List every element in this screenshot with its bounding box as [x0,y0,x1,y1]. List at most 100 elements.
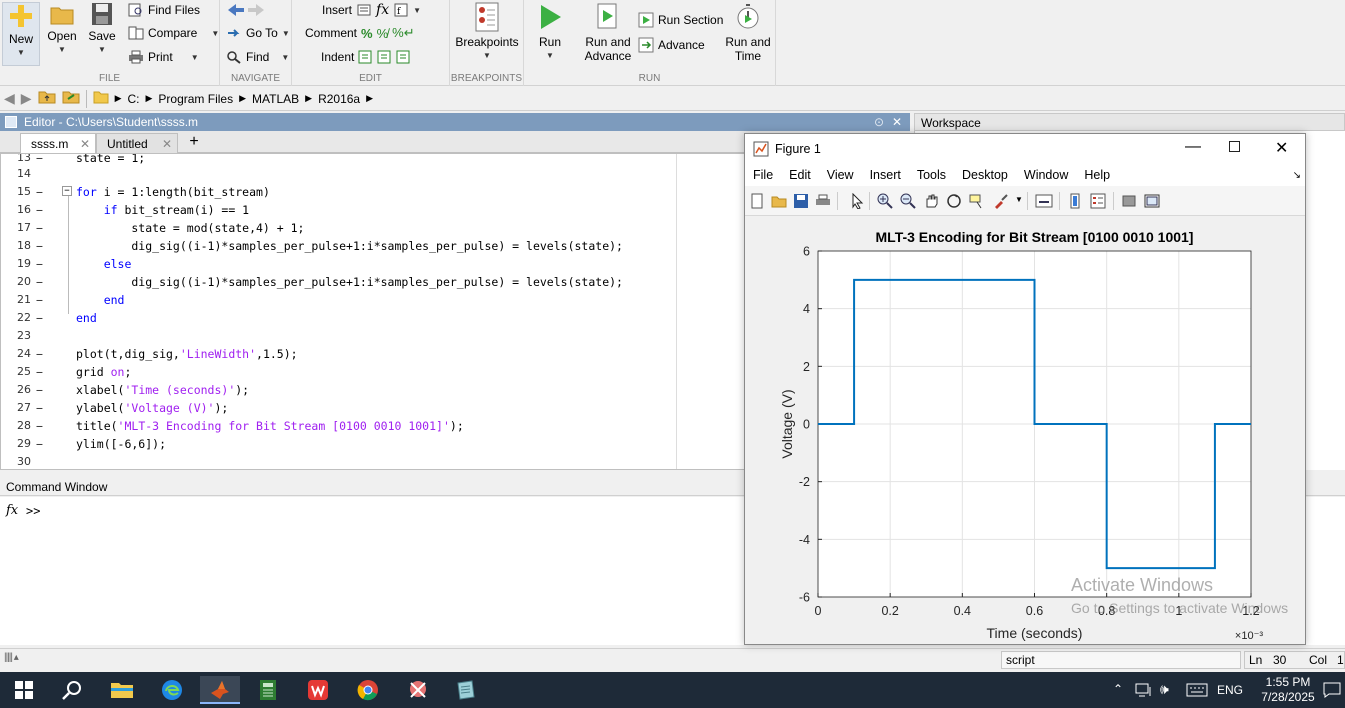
indent-button[interactable]: Indent [321,47,410,67]
zoom-out-icon[interactable] [900,193,916,209]
fold-toggle-icon[interactable]: − [62,186,72,196]
wrap-comments-icon[interactable]: %↵ [392,25,415,40]
taskbar-search-button[interactable] [52,676,92,704]
save-button[interactable]: Save ▼ [84,2,120,57]
breadcrumb-separator-icon: ▶ [145,93,153,103]
taskbar-calculator-app[interactable] [248,676,288,704]
menu-help[interactable]: Help [1084,168,1111,182]
up-folder-icon[interactable] [38,90,56,107]
find-button[interactable]: Find ▼ [226,47,289,67]
menu-view[interactable]: View [826,168,854,182]
chart[interactable]: 0 0.2 0.4 0.6 0.8 1 1.2 -6 -4 -2 0 2 4 6 MLT-3 Encodin… [745,217,1305,644]
go-to-button[interactable]: Go To ▼ [226,23,290,43]
back-forward-icon [228,4,264,16]
breadcrumb-folder[interactable]: MATLAB [252,91,300,106]
menu-insert[interactable]: Insert [869,168,901,182]
menu-file[interactable]: File [753,168,774,182]
indent-icons[interactable] [358,50,410,64]
maximize-icon[interactable] [1229,141,1240,152]
start-button[interactable] [4,676,44,704]
breadcrumb-separator-icon[interactable]: ▶ [366,93,374,103]
brush-dropdown-icon[interactable]: ▼ [1015,195,1023,204]
function-browser-icon[interactable]: fx [6,503,19,518]
compare-button[interactable]: Compare ▼ [128,23,219,43]
back-icon[interactable]: ◀ [4,90,15,106]
insert-colorbar-icon[interactable] [1067,193,1083,209]
run-section-button[interactable]: Run Section [638,10,723,30]
insert-button[interactable]: Insert fx f ▼ [322,2,422,18]
uncomment-icon[interactable]: %̸ [376,25,389,41]
editor-titlebar[interactable]: Editor - C:\Users\Student\ssss.m ⊙ ✕ [0,113,910,131]
menu-edit[interactable]: Edit [789,168,811,182]
close-icon[interactable]: ✕ [1275,140,1289,157]
new-figure-icon[interactable] [749,193,765,209]
breadcrumb-folder[interactable]: R2016a [318,91,361,106]
editor-close-icon[interactable]: ✕ [891,115,902,129]
taskbar-wps[interactable] [298,676,338,704]
network-icon[interactable] [1135,683,1153,697]
action-center-icon[interactable] [1323,682,1341,698]
comment-button[interactable]: Comment % %̸ %↵ [305,25,415,41]
zoom-in-icon[interactable] [877,193,893,209]
fx-button[interactable]: fx [376,2,390,18]
taskbar-matlab[interactable] [200,676,240,704]
breakpoints-button[interactable]: Breakpoints ▼ [454,2,520,63]
save-figure-icon[interactable] [793,193,809,209]
volume-icon[interactable]: 🕪 [1160,681,1169,697]
run-and-time-button[interactable]: Run and Time [724,2,772,63]
back-forward-buttons[interactable] [226,0,266,20]
forward-icon[interactable]: ▶ [20,90,32,106]
minimize-icon[interactable]: — [1185,138,1201,155]
menu-tools[interactable]: Tools [916,168,947,182]
open-button[interactable]: Open ▼ [44,4,80,57]
run-and-advance-button[interactable]: Run and Advance [578,2,638,63]
hide-plot-tools-icon[interactable] [1121,193,1137,209]
code-line: 16− if bit_stream(i) == 1 [17,203,250,217]
taskbar-clock[interactable]: 1:55 PM 7/28/2025 [1261,675,1315,704]
compare-icon [128,26,144,40]
pan-hand-icon[interactable] [923,193,939,209]
run-button[interactable]: Run ▼ [530,2,570,63]
rotate-3d-icon[interactable] [946,193,962,209]
touch-keyboard-icon[interactable] [1186,683,1208,697]
link-plot-icon[interactable] [1035,193,1053,209]
dock-arrow-icon[interactable]: ↘ [1292,169,1301,181]
tab-ssss-m[interactable]: ssss.m ✕ [20,133,96,153]
insert-function-icon[interactable]: f [393,3,409,17]
show-hidden-icons-icon[interactable]: ⌃ [1113,682,1124,696]
insert-legend-icon[interactable] [1090,193,1106,209]
workspace-titlebar[interactable]: Workspace [914,113,1345,131]
taskbar-snipping-tool[interactable] [398,676,438,704]
pointer-icon[interactable] [849,193,865,209]
find-files-button[interactable]: Find Files [128,0,200,20]
new-button[interactable]: New ▼ [2,2,40,66]
advance-button[interactable]: Advance [638,35,705,55]
show-plot-tools-icon[interactable] [1144,193,1160,209]
x-axis-exponent-label: ×10⁻³ [1235,630,1263,642]
taskbar-chrome[interactable] [348,676,388,704]
language-indicator[interactable]: ENG [1217,683,1244,697]
comment-percent-icon[interactable]: % [361,25,373,41]
taskbar-edge[interactable] [152,676,192,704]
browse-folder-icon[interactable] [62,90,80,107]
taskbar-notes-app[interactable] [446,676,486,704]
close-tab-icon[interactable]: ✕ [161,137,172,151]
taskbar-file-explorer[interactable] [102,676,142,704]
close-tab-icon[interactable]: ✕ [79,137,90,151]
menu-desktop[interactable]: Desktop [962,168,1008,182]
print-button[interactable]: Print ▼ [128,47,199,67]
brush-icon[interactable] [993,193,1009,209]
open-file-icon[interactable] [771,193,787,209]
figure-titlebar[interactable]: Figure 1 — ✕ [745,134,1305,164]
series-line [818,278,1251,570]
new-tab-button[interactable]: + [189,133,199,150]
print-figure-icon[interactable] [815,193,831,209]
data-cursor-icon[interactable] [969,193,985,209]
code-line: 20− dig_sig((i-1)*samples_per_pulse+1:i*… [17,275,623,289]
menu-window[interactable]: Window [1023,168,1069,182]
breadcrumb-folder[interactable]: Program Files [158,91,234,106]
navigate-section: Go To ▼ Find ▼ NAVIGATE [220,0,292,86]
editor-dock-menu-icon[interactable]: ⊙ [873,115,884,129]
breadcrumb-drive[interactable]: C: [127,91,140,106]
tab-untitled[interactable]: Untitled ✕ [96,133,178,153]
